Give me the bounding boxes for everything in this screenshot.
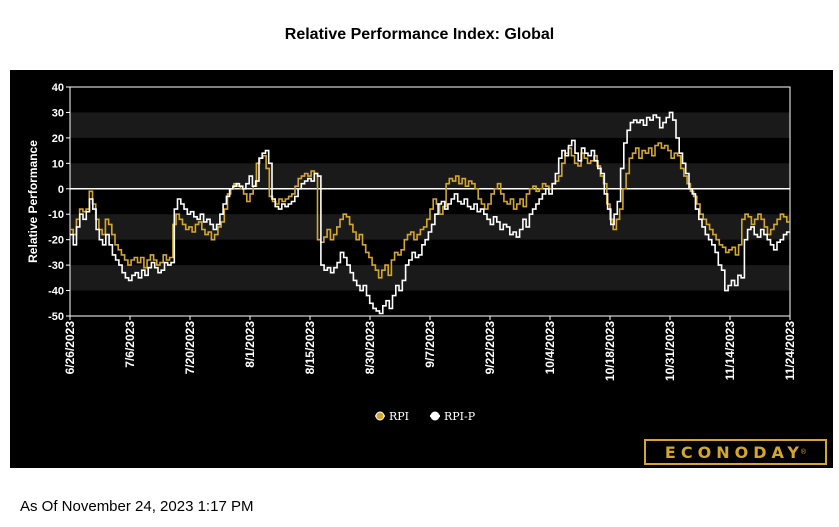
x-tick-label: 8/15/2023 (303, 321, 317, 375)
x-tick-label: 7/20/2023 (183, 321, 197, 375)
chart-panel: 40 30 20 10 0 -10 -20 -30 -40 -50 Relative Perform… (10, 70, 833, 468)
y-axis-title: Relative Performance (26, 140, 40, 263)
y-tick-label: -40 (48, 286, 64, 298)
y-tick-label: -30 (48, 260, 64, 272)
logo-text: ECONODAY (664, 442, 804, 462)
as-of-timestamp: As Of November 24, 2023 1:17 PM (20, 498, 254, 515)
y-tick-label: 30 (52, 107, 64, 119)
x-tick-label: 9/22/2023 (483, 321, 497, 375)
x-tick-label: 7/6/2023 (123, 321, 137, 368)
grid-band (70, 265, 790, 291)
grid-band (70, 112, 790, 138)
legend-marker (375, 411, 385, 421)
x-tick-label: 6/26/2023 (63, 321, 77, 375)
series-line-rpi-p (70, 111, 790, 315)
y-tick-label: 10 (52, 158, 64, 170)
x-tick-label: 9/7/2023 (423, 321, 437, 368)
econoday-logo: ECONODAY ® (644, 439, 827, 465)
y-tick-label: 40 (52, 82, 64, 94)
x-tick-label: 11/14/2023 (723, 321, 737, 381)
x-tick-label: 10/18/2023 (603, 321, 617, 381)
y-tick-label: -50 (48, 311, 64, 323)
series-line-rpi (70, 142, 790, 279)
x-tick-label: 11/24/2023 (783, 321, 797, 381)
legend-label: RPI-P (444, 410, 476, 423)
x-tick-label: 8/30/2023 (363, 321, 377, 375)
grid-band (70, 163, 790, 189)
logo-registered: ® (800, 448, 807, 456)
y-tick-label: -10 (48, 209, 64, 221)
legend-label: RPI (389, 410, 409, 423)
y-tick-label: 0 (58, 184, 64, 196)
x-tick-label: 8/1/2023 (243, 321, 257, 368)
y-tick-label: 20 (52, 133, 64, 145)
chart-title: Relative Performance Index: Global (284, 26, 555, 43)
legend-marker (430, 411, 440, 421)
x-tick-label: 10/31/2023 (663, 321, 677, 381)
y-tick-label: -20 (48, 235, 64, 247)
x-tick-label: 10/4/2023 (543, 321, 557, 375)
chart-svg: 40 30 20 10 0 -10 -20 -30 -40 -50 Relative Perform… (26, 82, 797, 423)
